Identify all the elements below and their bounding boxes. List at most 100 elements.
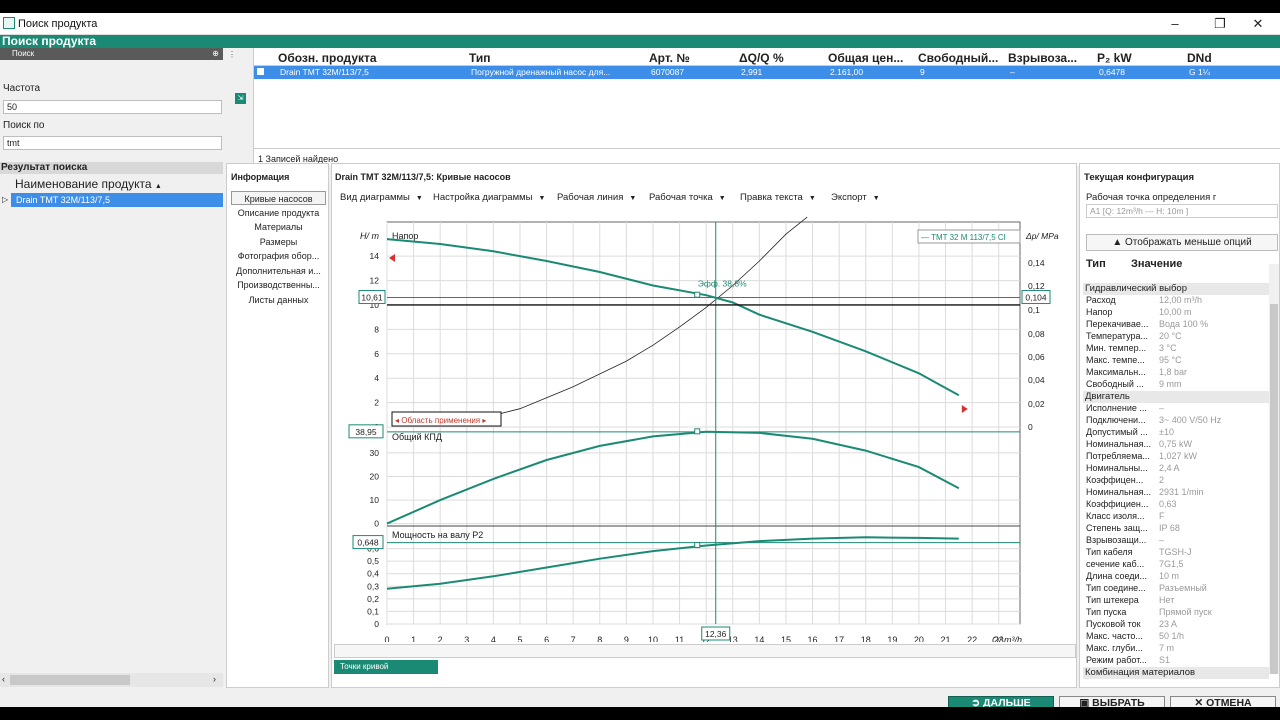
pump-curve-chart[interactable]: 01234567891011121314151617181920212223Q/… bbox=[332, 164, 1076, 642]
config-key: Тип соедине... bbox=[1086, 583, 1146, 593]
config-section-header[interactable]: Двигатель bbox=[1083, 391, 1269, 403]
col-header[interactable]: Общая цен... bbox=[828, 51, 904, 65]
menu-working-point[interactable]: Рабочая точка ▼ bbox=[649, 192, 726, 203]
scroll-left-icon[interactable]: ‹ bbox=[2, 674, 5, 684]
config-key: Номинальная... bbox=[1086, 439, 1151, 449]
config-value: 2931 1/min bbox=[1159, 487, 1204, 497]
freq-label: Частота bbox=[3, 83, 41, 94]
chart-panel-title: Drain TMT 32M/113/7,5: Кривые насосов bbox=[335, 172, 511, 182]
menu-working-line[interactable]: Рабочая линия ▼ bbox=[557, 192, 636, 203]
maximize-icon[interactable]: ❐ bbox=[1214, 16, 1226, 31]
horizontal-scrollbar[interactable]: ‹ › bbox=[0, 673, 223, 687]
info-item[interactable]: Дополнительная и... bbox=[236, 266, 321, 276]
window-title: Поиск продукта bbox=[18, 18, 98, 30]
legend-box bbox=[917, 229, 1021, 244]
search-panel-title-text: Поиск bbox=[12, 49, 35, 58]
close-icon[interactable]: ✕ bbox=[1252, 16, 1264, 31]
op-q-label-box bbox=[701, 626, 731, 641]
app-range-label: ◂ Область применения ▸ bbox=[395, 416, 486, 425]
config-value: 1,8 bar bbox=[1159, 367, 1188, 377]
chart-scroll-bar[interactable] bbox=[334, 644, 1076, 658]
scrollbar-thumb[interactable] bbox=[10, 675, 130, 685]
info-item[interactable]: Описание продукта bbox=[237, 208, 320, 218]
op-marker bbox=[694, 541, 701, 548]
chevron-down-icon: ▼ bbox=[415, 195, 423, 202]
screen-border bbox=[0, 707, 1280, 720]
y-tick-label: 4 bbox=[374, 373, 379, 383]
scrollbar-thumb[interactable] bbox=[1270, 304, 1278, 674]
col-header[interactable]: Тип bbox=[469, 51, 491, 65]
info-item[interactable]: Фотография обор... bbox=[237, 251, 320, 261]
menu-label: Рабочая точка bbox=[649, 192, 713, 203]
col-header[interactable]: Свободный... bbox=[918, 51, 999, 65]
col-header[interactable]: Взрывоза... bbox=[1008, 51, 1078, 65]
chevron-down-icon: ▼ bbox=[718, 195, 726, 202]
config-key: Максимальн... bbox=[1086, 367, 1146, 377]
freq-input[interactable]: 50 bbox=[3, 100, 222, 114]
x-tick-label: 18 bbox=[861, 635, 871, 642]
config-section-header[interactable]: Комбинация материалов bbox=[1083, 667, 1269, 679]
col-header[interactable]: DNd bbox=[1187, 51, 1212, 65]
menu-label: Настройка диаграммы bbox=[433, 192, 533, 203]
table-row[interactable]: Drain TMT 32M/113/7,5 Погружной дренажны… bbox=[254, 66, 1280, 79]
show-fewer-button[interactable]: ▲ Отображать меньше опций bbox=[1086, 234, 1278, 251]
next-button[interactable]: ➲ ДАЛЬШЕ bbox=[948, 696, 1054, 707]
result-list-item[interactable]: Drain TMT 32M/113/7,5 bbox=[11, 193, 223, 207]
col-type-header: Тип bbox=[1086, 258, 1106, 270]
y-tick-label: 14 bbox=[370, 251, 380, 261]
config-key: Взрывозащи... bbox=[1086, 535, 1147, 545]
info-item[interactable]: Производственны... bbox=[237, 280, 320, 290]
chevron-down-icon: ▼ bbox=[808, 195, 816, 202]
op-head-label-box bbox=[358, 290, 386, 305]
menu-edit-text[interactable]: Правка текста ▼ bbox=[740, 192, 816, 203]
scroll-right-icon[interactable]: › bbox=[213, 674, 216, 684]
y-tick-label: 0,4 bbox=[367, 569, 379, 579]
minimize-icon[interactable]: – bbox=[1171, 16, 1179, 31]
export-icon[interactable]: ⇲ bbox=[235, 93, 246, 104]
config-value: Разъемный bbox=[1159, 583, 1207, 593]
panel-label: Общий КПД bbox=[392, 432, 442, 442]
search-input[interactable]: tmt bbox=[3, 136, 222, 150]
vertical-scrollbar[interactable] bbox=[1269, 264, 1279, 674]
more-options-icon[interactable]: ⋮ bbox=[228, 50, 236, 59]
right-tick-label: 0,02 bbox=[1028, 399, 1045, 409]
op-marker bbox=[694, 291, 701, 298]
y-tick-label: 8 bbox=[374, 324, 379, 334]
menu-export[interactable]: Экспорт ▼ bbox=[831, 192, 880, 203]
config-key: Потребляема... bbox=[1086, 451, 1150, 461]
y-tick-label: 0,3 bbox=[367, 581, 379, 591]
op-eff-label-box bbox=[348, 424, 384, 439]
results-column-header[interactable]: Наименование продукта ▲ bbox=[15, 177, 162, 191]
col-header[interactable]: ΔQ/Q % bbox=[739, 51, 784, 65]
col-header[interactable]: Обозн. продукта bbox=[278, 51, 377, 65]
chevron-down-icon: ▼ bbox=[629, 195, 637, 202]
records-found: 1 Записей найдено bbox=[258, 154, 339, 164]
row-checkbox[interactable] bbox=[257, 68, 264, 75]
sort-asc-icon: ▲ bbox=[154, 183, 162, 190]
op-point-select[interactable]: A1 [Q: 12m³/h --- H: 10m ] bbox=[1086, 204, 1278, 218]
menu-chart-settings[interactable]: Настройка диаграммы ▼ bbox=[433, 192, 545, 203]
cell: Погружной дренажный насос для... bbox=[471, 67, 611, 77]
config-key: Температура... bbox=[1086, 331, 1149, 341]
config-value: 7 m bbox=[1159, 643, 1175, 653]
info-item[interactable]: Размеры bbox=[259, 237, 298, 247]
y-tick-label: 0,5 bbox=[367, 556, 379, 566]
grid-header: Обозн. продукта Тип Арт. № ΔQ/Q % Общая … bbox=[254, 48, 1280, 66]
info-item[interactable]: Материалы bbox=[254, 222, 303, 232]
config-value: – bbox=[1159, 535, 1165, 545]
x-tick-label: 4 bbox=[491, 635, 496, 642]
cancel-button[interactable]: ✕ ОТМЕНА bbox=[1170, 696, 1276, 707]
config-key: Подключени... bbox=[1086, 415, 1146, 425]
grid-toolbar: ⋮ ⇲ bbox=[226, 48, 254, 166]
menu-chart-view[interactable]: Вид диаграммы ▼ bbox=[340, 192, 423, 203]
col-header[interactable]: Арт. № bbox=[649, 51, 690, 65]
config-value: 3 °C bbox=[1159, 343, 1177, 353]
config-value: 0,75 kW bbox=[1159, 439, 1193, 449]
col-header[interactable]: P₂ kW bbox=[1097, 51, 1132, 65]
select-button[interactable]: ▣ ВЫБРАТЬ bbox=[1059, 696, 1165, 707]
info-item[interactable]: Кривые насосов bbox=[231, 191, 326, 205]
pin-icon[interactable]: ⊕ bbox=[212, 49, 219, 58]
curve-points-tab[interactable]: Точки кривой bbox=[334, 660, 438, 674]
config-section-header[interactable]: Гидравлический выбор bbox=[1083, 283, 1269, 295]
info-item[interactable]: Листы данных bbox=[248, 295, 309, 305]
